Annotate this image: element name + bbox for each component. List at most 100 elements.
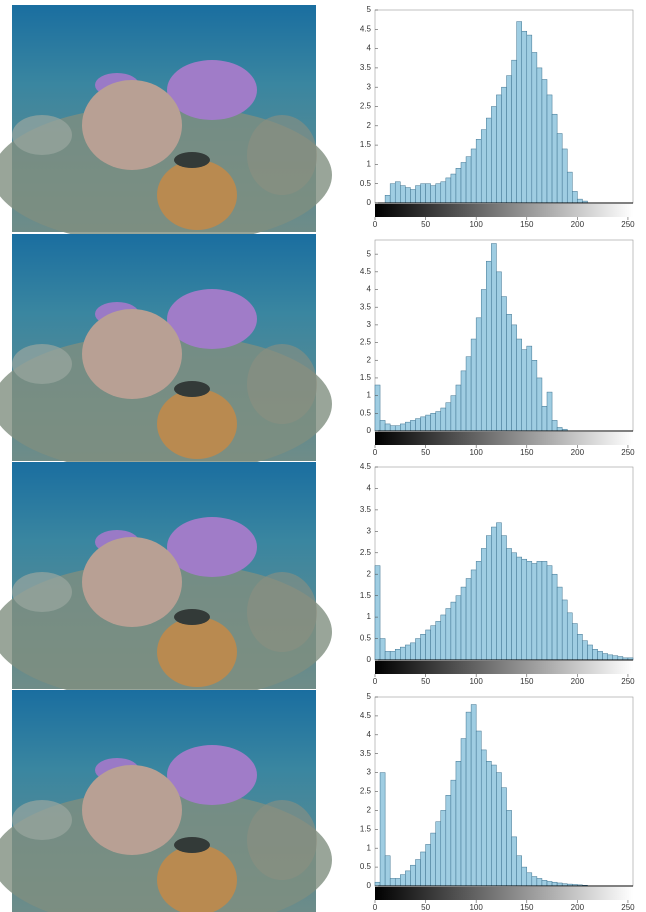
x-tick-label: 200 [571,677,585,686]
histogram-bar [562,149,567,203]
histogram-bar [400,186,405,203]
photo-4 [0,690,332,912]
y-tick-label: 3.5 [360,63,372,72]
x-tick-label: 50 [421,903,430,912]
histogram-bar [415,639,420,660]
histogram-bar [476,561,481,660]
x-tick-label: 0 [373,903,378,912]
histogram-bar [501,788,506,886]
y-tick-label: 0 [367,426,372,435]
histogram-bar [547,95,552,203]
y-tick-label: 1.5 [360,140,372,149]
histogram-bar [522,350,527,431]
histogram-bar [486,261,491,431]
y-tick-label: 0.5 [360,634,372,643]
histogram-bar [603,654,608,660]
y-tick-label: 4.5 [360,24,372,33]
histogram-bar [415,419,420,431]
histogram-bar [512,837,517,886]
histogram-bar [446,609,451,660]
histogram-bar [456,168,461,203]
histogram-bar [522,867,527,886]
x-tick-label: 150 [520,220,534,229]
histogram-bar [512,325,517,431]
x-tick-label: 150 [520,903,534,912]
histogram-bar [461,739,466,886]
x-tick-label: 100 [469,448,483,457]
y-tick-label: 1 [367,843,372,852]
histogram-bar [446,403,451,431]
histogram-bar [426,844,431,886]
histogram-bar [532,564,537,661]
histogram-bar [405,188,410,203]
y-tick-label: 5 [367,692,372,701]
x-tick-label: 150 [520,677,534,686]
histogram-bar [441,615,446,660]
histogram-bar [385,424,390,431]
colorbar [375,887,633,900]
y-tick-label: 0.5 [360,862,372,871]
histogram-bar [436,621,441,660]
x-tick-label: 150 [520,448,534,457]
histogram-bar [522,31,527,203]
histogram-bar [491,107,496,204]
histogram-bar [456,596,461,660]
histogram-bar [461,587,466,660]
histogram-bar [542,79,547,203]
histogram-bar [542,880,547,886]
y-tick-label: 3 [367,82,372,91]
histogram-bar [415,186,420,203]
histogram-bar [400,647,405,660]
histogram-bar [451,780,456,886]
y-tick-label: 3.5 [360,302,372,311]
histogram-bar [517,856,522,886]
histogram-bar [426,184,431,203]
histogram-bar [532,360,537,431]
histogram-bar [547,566,552,660]
histogram-bar [451,602,456,660]
y-tick-label: 0.5 [360,408,372,417]
x-tick-label: 50 [421,448,430,457]
x-tick-label: 50 [421,677,430,686]
histogram-bar [476,318,481,431]
x-tick-label: 0 [373,448,378,457]
y-tick-label: 4 [367,285,372,294]
x-tick-label: 100 [469,677,483,686]
colorbar [375,204,633,217]
histogram-bar [527,873,532,886]
x-tick-label: 50 [421,220,430,229]
histogram-bar [481,548,486,660]
histogram-bar [593,649,598,660]
histogram-bar [527,346,532,431]
photo-2 [0,234,332,474]
histogram-bar [471,705,476,886]
histogram-bar [501,536,506,660]
histogram-bar [410,865,415,886]
y-tick-label: 4 [367,484,372,493]
histogram-bar [431,626,436,660]
histogram-bar [542,406,547,431]
histogram-bar [496,272,501,431]
histogram-bar [496,95,501,203]
histogram-bar [476,139,481,203]
histogram-bar [491,765,496,886]
histogram-bar [375,385,380,431]
histogram-bar [466,357,471,431]
histogram-bar [486,761,491,886]
histogram-bar [496,773,501,886]
histogram-bar [466,579,471,660]
y-tick-label: 5 [367,249,372,258]
histogram-bar [552,882,557,886]
histogram-bar [421,852,426,886]
y-tick-label: 3 [367,320,372,329]
histogram-bar [471,570,476,660]
histogram-bar [476,731,481,886]
y-tick-label: 2.5 [360,548,372,557]
histogram-bar [517,22,522,203]
y-tick-label: 1 [367,612,372,621]
histogram-bar [456,761,461,886]
histogram-bar [431,833,436,886]
x-tick-label: 100 [469,220,483,229]
histogram-bar [471,149,476,203]
photo-1 [0,5,332,245]
